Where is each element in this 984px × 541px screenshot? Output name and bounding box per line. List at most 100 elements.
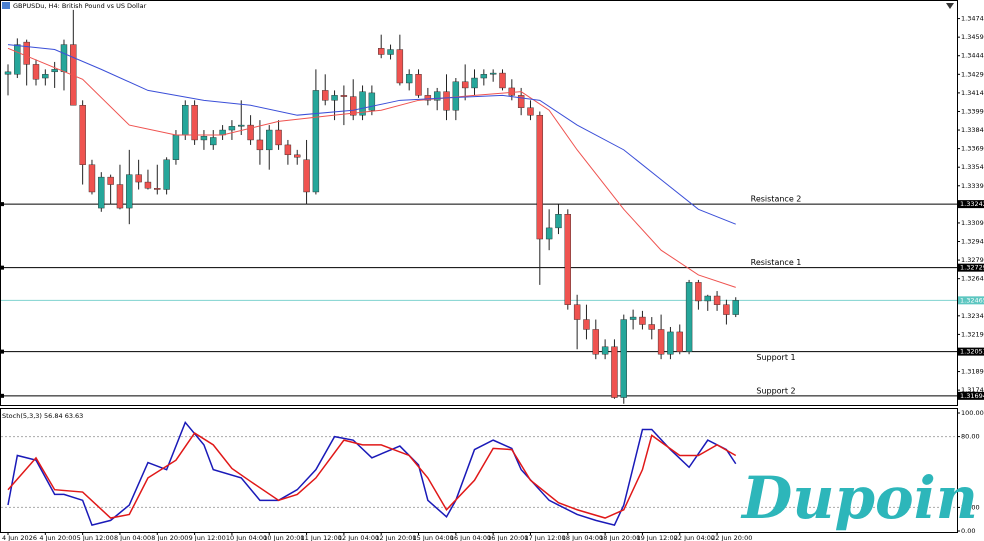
candle-body bbox=[415, 74, 422, 96]
candle-body bbox=[60, 44, 68, 73]
candle-body bbox=[620, 319, 627, 398]
candle-body bbox=[611, 346, 618, 398]
candle-body bbox=[732, 300, 739, 315]
candle-body bbox=[284, 144, 292, 156]
x-tick-label: 5 Jun 12:00 bbox=[77, 534, 114, 541]
y-tick-label: 1.34290 bbox=[961, 70, 984, 78]
y-tick-label: 1.32190 bbox=[961, 330, 984, 338]
y-tick-label: 0.00 bbox=[961, 527, 975, 535]
candle-body bbox=[648, 324, 655, 330]
candle-body bbox=[14, 44, 21, 75]
y-tick-label: 1.32340 bbox=[961, 312, 984, 320]
x-tick-label: 15 Jun 04:00 bbox=[413, 534, 454, 541]
candle-body bbox=[51, 69, 58, 73]
candle-body bbox=[527, 107, 534, 116]
x-tick-label: 16 Jun 04:00 bbox=[450, 534, 491, 541]
level-label: Resistance 1 bbox=[751, 258, 802, 267]
candle-body bbox=[322, 90, 329, 101]
x-tick-label: 16 Jun 20:00 bbox=[487, 534, 528, 541]
candle-body bbox=[499, 72, 506, 89]
level-price-box bbox=[958, 263, 984, 272]
candle-body bbox=[107, 176, 114, 185]
candle-body bbox=[294, 154, 301, 158]
level-label: Resistance 2 bbox=[751, 195, 802, 204]
candle-body bbox=[359, 91, 366, 116]
level-label: Support 1 bbox=[756, 353, 795, 362]
candle-body bbox=[396, 49, 404, 84]
candle-body bbox=[443, 91, 450, 111]
candle-body bbox=[42, 74, 49, 79]
y-tick-label: 1.33990 bbox=[961, 107, 984, 115]
y-tick-label: 1.34440 bbox=[961, 52, 984, 60]
moving-average bbox=[7, 47, 736, 288]
candle-body bbox=[555, 214, 562, 229]
x-tick-label: 4 Jun 2026 bbox=[2, 534, 37, 541]
candle-body bbox=[350, 96, 357, 116]
candle-body bbox=[247, 124, 254, 141]
candle-body bbox=[331, 95, 338, 101]
level-label: Support 2 bbox=[756, 386, 795, 395]
y-tick-label: 1.34740 bbox=[961, 15, 984, 23]
y-tick-label: 20.00 bbox=[961, 503, 980, 511]
candle-body bbox=[182, 105, 189, 136]
level-price: 1.31694 bbox=[960, 392, 984, 400]
candle-body bbox=[452, 81, 460, 111]
candle-body bbox=[135, 174, 142, 183]
candle-body bbox=[126, 174, 133, 209]
x-tick-label: 9 Jun 12:00 bbox=[189, 534, 226, 541]
x-tick-label: 18 Jun 04:00 bbox=[562, 534, 603, 541]
indicator-title: Stoch(5,3,3) 56.84 63.63 bbox=[2, 412, 83, 420]
candle-body bbox=[387, 49, 394, 55]
y-tick-label: 1.32790 bbox=[961, 256, 984, 264]
candle-body bbox=[368, 92, 376, 111]
level-anchor bbox=[0, 265, 4, 270]
level-price-box bbox=[958, 347, 984, 356]
candle-body bbox=[266, 129, 273, 151]
candle-body bbox=[191, 105, 198, 141]
x-tick-label: 18 Jun 20:00 bbox=[599, 534, 640, 541]
y-tick-label: 1.33840 bbox=[961, 126, 984, 134]
y-tick-label: 1.32640 bbox=[961, 275, 984, 283]
candle-body bbox=[639, 316, 646, 325]
x-tick-label: 22 Jun 20:00 bbox=[711, 534, 752, 541]
level-price: 1.33242 bbox=[960, 200, 984, 208]
candle-body bbox=[564, 214, 571, 305]
candle-body bbox=[676, 331, 683, 352]
candle-body bbox=[583, 319, 590, 330]
candle-body bbox=[228, 126, 236, 131]
trade-icon bbox=[946, 3, 954, 9]
chart-title: GBPUSDu, H4: British Pound vs US Dollar bbox=[13, 2, 147, 10]
candle-body bbox=[508, 87, 516, 96]
y-tick-label: 1.34590 bbox=[961, 33, 984, 41]
level-price: 1.32051 bbox=[960, 348, 984, 356]
candle-body bbox=[79, 105, 86, 165]
candle-body bbox=[405, 74, 413, 84]
candle-body bbox=[172, 134, 180, 160]
x-tick-label: 12 Jun 20:00 bbox=[375, 534, 416, 541]
candle-body bbox=[667, 331, 674, 355]
y-tick-label: 80.00 bbox=[961, 433, 980, 441]
level-price: 1.32729 bbox=[960, 264, 984, 272]
y-tick-label: 1.33690 bbox=[961, 145, 984, 153]
y-tick-label: 100.00 bbox=[961, 409, 984, 417]
y-tick-label: 1.31890 bbox=[961, 368, 984, 376]
candle-body bbox=[461, 81, 469, 89]
candle-body bbox=[657, 329, 665, 355]
candle-body bbox=[200, 136, 208, 141]
x-tick-label: 12 Jun 04:00 bbox=[338, 534, 379, 541]
level-anchor bbox=[0, 202, 4, 207]
candle-body bbox=[154, 188, 161, 190]
x-tick-label: 8 Jun 20:00 bbox=[151, 534, 188, 541]
candle-body bbox=[704, 295, 711, 302]
x-tick-label: 8 Jun 04:00 bbox=[114, 534, 151, 541]
y-tick-label: 1.33540 bbox=[961, 163, 984, 171]
candle-body bbox=[471, 77, 478, 89]
y-tick-label: 1.32940 bbox=[961, 238, 984, 246]
x-tick-label: 11 Jun 12:00 bbox=[301, 534, 342, 541]
candle-body bbox=[489, 72, 497, 75]
bid-price: 1.32465 bbox=[960, 296, 984, 304]
candle-body bbox=[424, 95, 432, 101]
candle-body bbox=[116, 184, 124, 209]
candle-body bbox=[545, 227, 553, 240]
x-tick-label: 22 Jun 04:00 bbox=[674, 534, 715, 541]
